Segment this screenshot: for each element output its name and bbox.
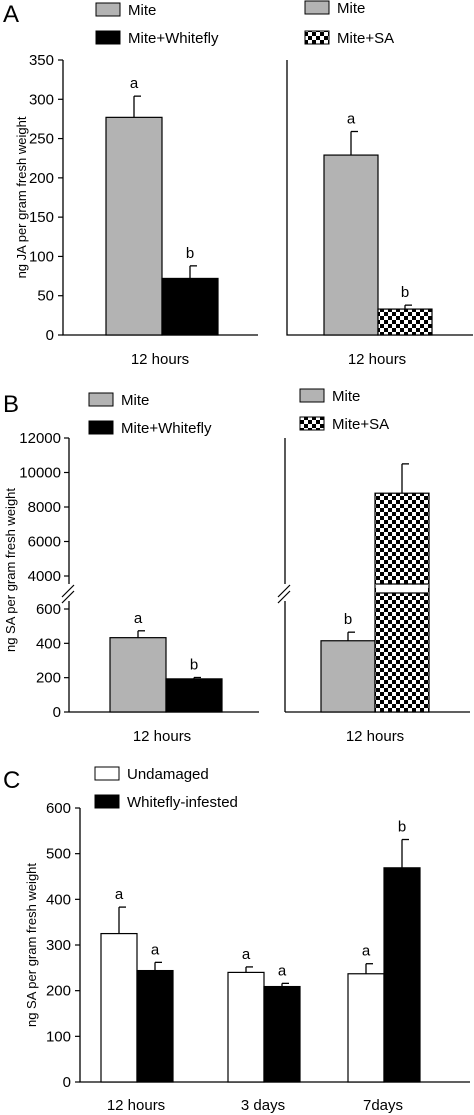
axis-break-mark — [277, 590, 291, 604]
significance-letter: a — [362, 943, 371, 960]
bar — [105, 116, 163, 336]
y-tick-label: 400 — [36, 635, 61, 652]
y-tick-label: 0 — [63, 1074, 71, 1091]
y-tick-label: 150 — [29, 209, 54, 226]
legend-label-mite-whitefly: Mite+Whitefly — [128, 30, 219, 47]
bar — [136, 969, 174, 1083]
x-tick-label: 12 hours — [131, 351, 189, 368]
bar — [320, 640, 376, 713]
bar — [100, 932, 138, 1083]
bar — [323, 154, 379, 336]
bar — [374, 492, 430, 713]
significance-letter: a — [130, 75, 139, 92]
legend-label-whitefly-infested: Whitefly-infested — [127, 794, 238, 811]
y-tick-label: 200 — [46, 983, 71, 1000]
bar — [165, 678, 223, 713]
bar — [383, 867, 421, 1083]
y-tick-label: 50 — [37, 288, 54, 305]
legend-swatch-mite-sa — [304, 30, 330, 45]
significance-letter: b — [186, 245, 194, 262]
y-tick-label: 300 — [29, 91, 54, 108]
axis-lines — [286, 60, 473, 336]
legend-swatch-mite — [299, 388, 325, 403]
y-tick-label: 200 — [29, 170, 54, 187]
legend-swatch-mite — [95, 2, 121, 17]
x-tick-label: 3 days — [241, 1097, 285, 1114]
y-axis-title: ng SA per gram fresh weight — [24, 863, 39, 1027]
y-tick-label: 300 — [46, 937, 71, 954]
y-tick-label: 250 — [29, 131, 54, 148]
y-tick-label: 600 — [36, 601, 61, 618]
legend-label-mite-sa: Mite+SA — [332, 416, 389, 433]
x-tick-label: 7days — [363, 1097, 403, 1114]
x-tick-label: 12 hours — [133, 728, 191, 745]
legend-swatch-mite — [88, 392, 114, 407]
legend-label-mite: Mite — [121, 392, 149, 409]
y-tick-label: 500 — [46, 846, 71, 863]
legend-swatch-whitefly-infested — [94, 794, 120, 809]
y-tick-label: 350 — [29, 52, 54, 69]
panel-letter-c: C — [3, 767, 20, 794]
significance-letter: b — [190, 656, 198, 673]
panel-letter-a: A — [3, 1, 19, 28]
legend-label-undamaged: Undamaged — [127, 766, 209, 783]
legend-swatch-mite — [304, 0, 330, 15]
bar — [161, 277, 219, 336]
y-tick-label: 6000 — [28, 534, 61, 551]
y-tick-label: 600 — [46, 800, 71, 817]
significance-letter: a — [134, 610, 143, 627]
y-tick-label: 100 — [46, 1028, 71, 1045]
legend-label-mite-sa: Mite+SA — [337, 30, 394, 47]
axis-break-mark — [61, 584, 75, 598]
x-tick-label: 12 hours — [107, 1097, 165, 1114]
significance-letter: a — [151, 941, 160, 958]
bar-break-gap — [376, 584, 428, 593]
y-tick-label: 0 — [53, 704, 61, 721]
y-tick-label: 8000 — [28, 499, 61, 516]
y-tick-label: 12000 — [19, 430, 61, 447]
bar — [263, 985, 301, 1083]
y-tick-label: 400 — [46, 891, 71, 908]
axis-break-mark — [61, 590, 75, 604]
legend-label-mite: Mite — [332, 388, 360, 405]
y-tick-label: 4000 — [28, 568, 61, 585]
panel-letter-b: B — [3, 391, 19, 418]
bar — [109, 637, 167, 713]
significance-letter: b — [398, 819, 406, 836]
significance-letter: a — [347, 111, 356, 128]
chart-layer: 0 50 100 150 200 250 300 350 ng JA per gram fres… — [3, 0, 473, 1114]
axis-break-mark — [277, 584, 291, 598]
legend-swatch-mite-whitefly — [88, 420, 114, 435]
bar — [347, 973, 385, 1083]
x-tick-label: 12 hours — [346, 728, 404, 745]
significance-letter: b — [344, 611, 352, 628]
legend-swatch-mite-whitefly — [95, 30, 121, 45]
legend-swatch-mite-sa — [299, 416, 325, 431]
y-tick-label: 100 — [29, 248, 54, 265]
legend-label-mite-whitefly: Mite+Whitefly — [121, 420, 212, 437]
x-tick-label: 12 hours — [348, 351, 406, 368]
significance-letter: a — [278, 962, 287, 979]
y-axis-title: ng SA per gram fresh weight — [3, 488, 18, 652]
legend-label-mite: Mite — [128, 2, 156, 19]
significance-letter: b — [401, 284, 409, 301]
y-tick-label: 0 — [46, 327, 54, 344]
legend-label-mite: Mite — [337, 0, 365, 17]
legend-swatch-undamaged — [94, 766, 120, 781]
significance-letter: a — [242, 946, 251, 963]
y-tick-label: 200 — [36, 670, 61, 687]
significance-letter: a — [115, 886, 124, 903]
y-axis-title: ng JA per gram fresh weight — [14, 116, 29, 278]
bar — [227, 971, 265, 1083]
bar — [377, 308, 433, 336]
y-tick-label: 10000 — [19, 465, 61, 482]
